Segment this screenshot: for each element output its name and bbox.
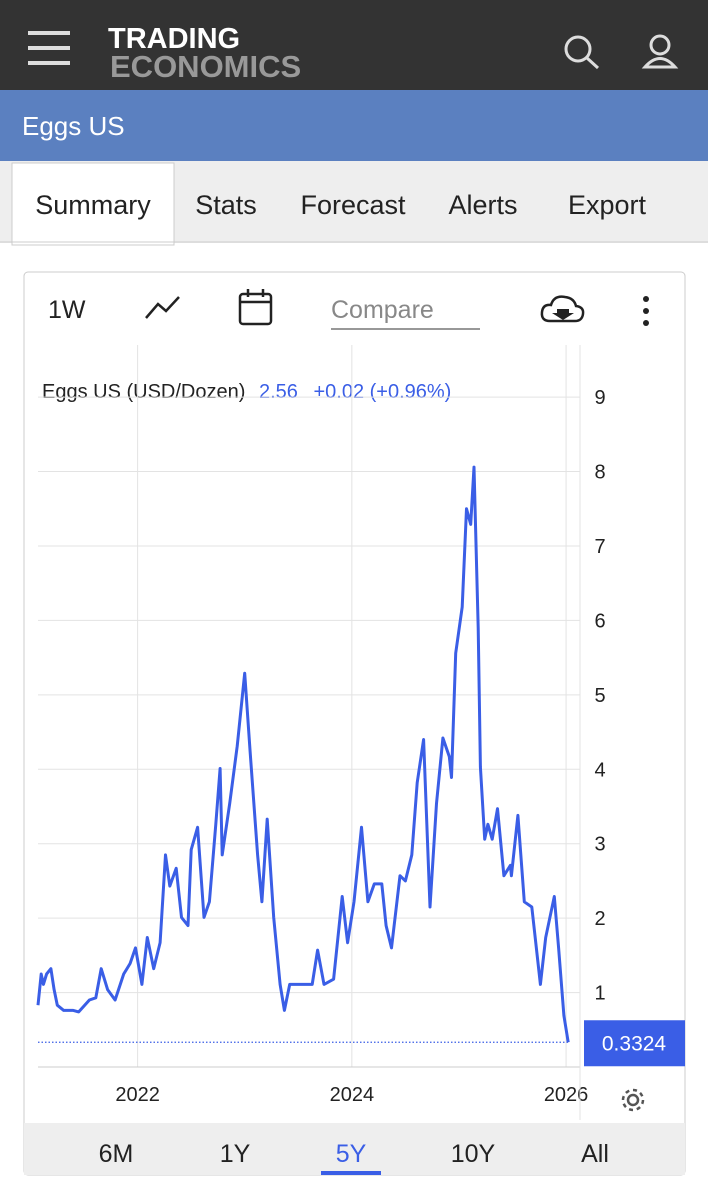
- legend-value: 2.56: [259, 381, 298, 403]
- logo-bottom: ECONOMICS: [110, 49, 301, 84]
- settings-icon[interactable]: [621, 1088, 645, 1112]
- last-value-box: [584, 1020, 685, 1067]
- y-tick-label: 6: [594, 610, 605, 632]
- x-tick-label: 2022: [115, 1084, 160, 1106]
- calendar-icon[interactable]: [238, 289, 273, 326]
- legend: Eggs US (USD/Dozen) 2.56 +0.02 (+0.96%): [42, 381, 451, 403]
- data-line: [36, 465, 570, 1043]
- y-tick-label: 8: [594, 462, 605, 484]
- x-tick-label: 2024: [330, 1084, 375, 1106]
- y-tick-label: 2: [594, 908, 605, 930]
- range-button[interactable]: 10Y: [451, 1140, 496, 1168]
- tab[interactable]: Stats: [195, 190, 257, 220]
- y-tick-label: 4: [594, 759, 605, 781]
- active-tab: [11, 162, 175, 246]
- legend-name: Eggs US (USD/Dozen): [42, 381, 245, 403]
- range-button[interactable]: All: [581, 1140, 609, 1168]
- last-value-label: 0.3324: [602, 1032, 667, 1055]
- chart-type-icon[interactable]: [145, 296, 180, 319]
- compare-input[interactable]: Compare: [331, 296, 434, 324]
- range-button[interactable]: 1Y: [220, 1140, 251, 1168]
- range-button[interactable]: 5Y: [336, 1140, 367, 1168]
- y-tick-label: 7: [594, 536, 605, 558]
- tab[interactable]: Alerts: [448, 190, 517, 220]
- legend-change: +0.02 (+0.96%): [313, 381, 451, 403]
- y-tick-label: 1: [594, 983, 605, 1005]
- tab[interactable]: Export: [568, 190, 647, 220]
- user-icon[interactable]: [641, 34, 679, 69]
- download-icon[interactable]: [540, 295, 585, 323]
- y-tick-label: 9: [594, 387, 605, 409]
- tab[interactable]: Summary: [35, 190, 151, 220]
- tab[interactable]: Forecast: [300, 190, 406, 220]
- title-bar: [0, 90, 708, 161]
- top-bar: [0, 0, 708, 90]
- page-title: Eggs US: [22, 111, 125, 141]
- more-icon[interactable]: [643, 296, 649, 326]
- menu-icon[interactable]: [28, 31, 70, 65]
- y-tick-label: 5: [594, 685, 605, 707]
- search-icon[interactable]: [564, 35, 600, 70]
- interval-button[interactable]: 1W: [48, 296, 86, 324]
- logo-top: TRADING: [108, 23, 240, 55]
- y-tick-label: 3: [594, 834, 605, 856]
- range-bar: [24, 1123, 685, 1175]
- range-button[interactable]: 6M: [99, 1140, 134, 1168]
- x-tick-label: 2026: [544, 1084, 589, 1106]
